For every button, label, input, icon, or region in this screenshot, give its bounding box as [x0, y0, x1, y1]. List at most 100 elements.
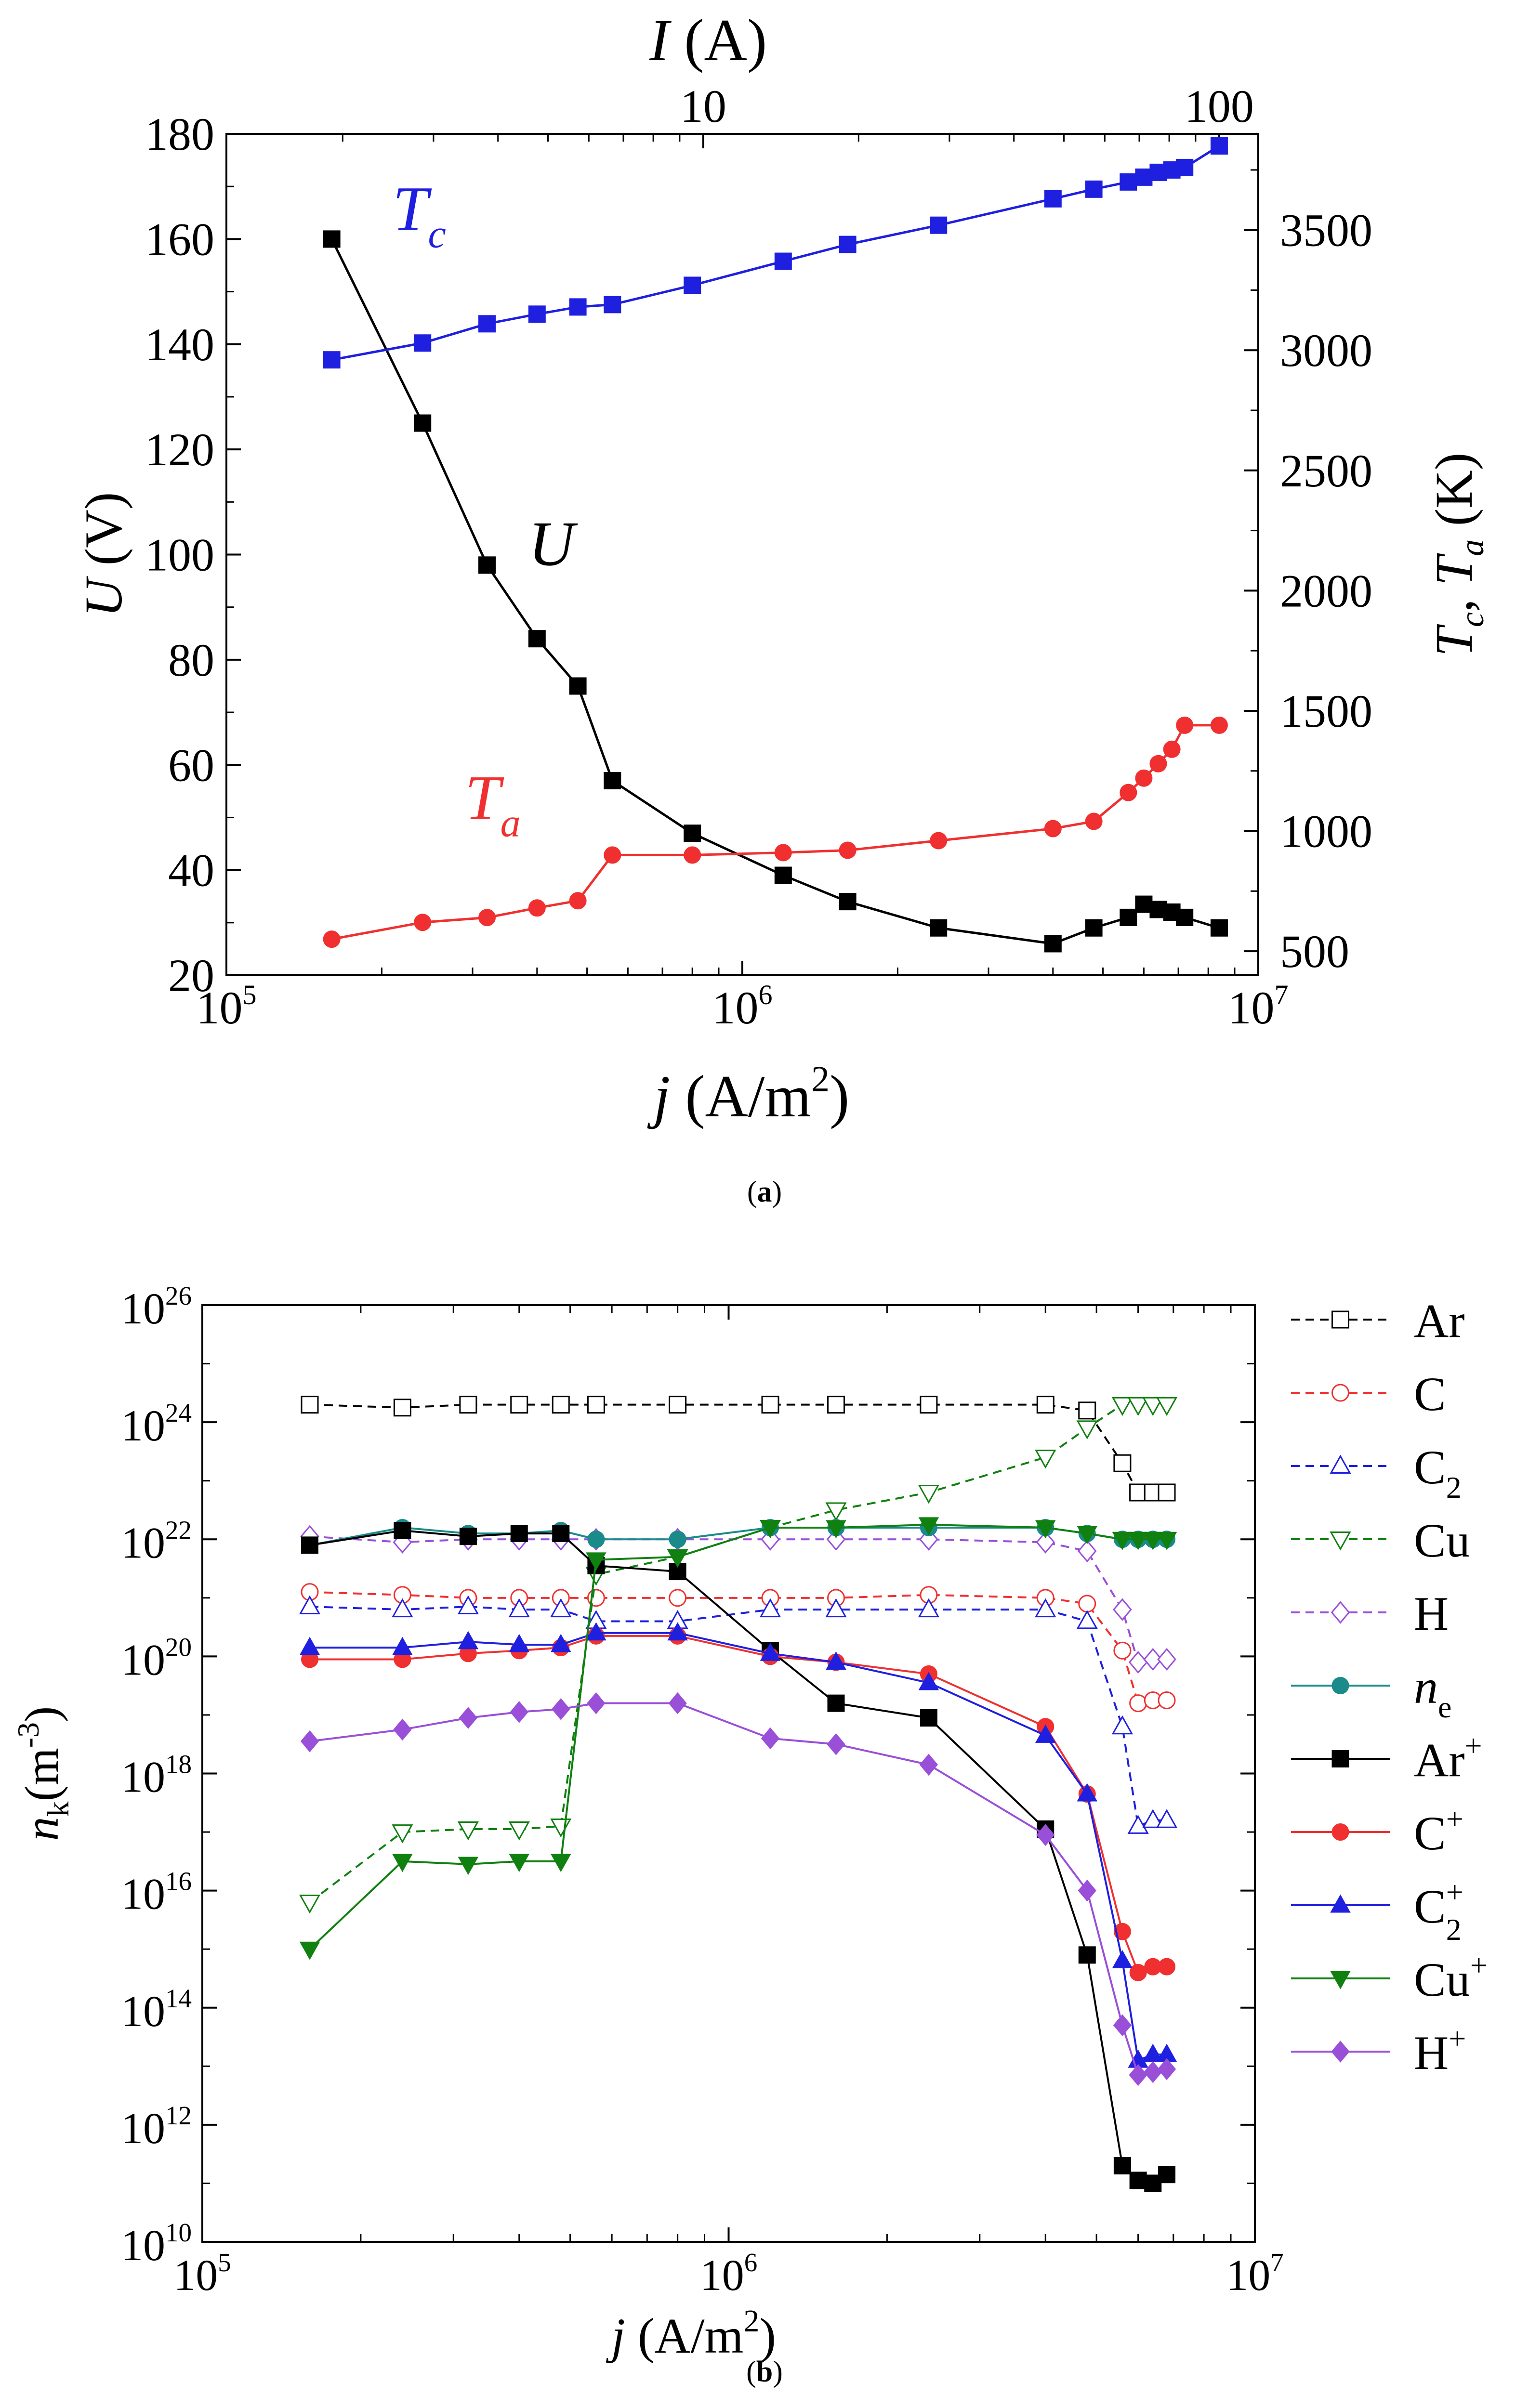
- series-Ar: [301, 1396, 1176, 1502]
- legend-marker-H: [1331, 1601, 1350, 1624]
- data-point-U: [414, 414, 432, 432]
- data-point-C2: [1156, 1809, 1178, 1828]
- y-tick-label: 100: [145, 529, 214, 581]
- data-point-C2: [457, 1595, 479, 1614]
- x-tick-label: 107: [1228, 979, 1289, 1034]
- data-point-Tc: [1044, 190, 1062, 208]
- y2-tick-label: 2000: [1280, 565, 1372, 616]
- data-point-U: [930, 919, 948, 937]
- data-point-Cu: [1156, 1397, 1178, 1416]
- x-tick-label: 105: [197, 979, 257, 1034]
- data-point-Cu: [457, 1821, 479, 1841]
- data-point-H+: [919, 1754, 938, 1776]
- series-line-Ar: [309, 1403, 1167, 1493]
- data-point-Cu: [1142, 1397, 1164, 1416]
- series-line-C: [309, 1591, 1167, 1704]
- data-point-Cu+: [760, 1520, 781, 1539]
- data-point-Ar+: [827, 1694, 845, 1712]
- data-point-C2: [918, 1598, 939, 1618]
- data-point-H+: [1078, 1879, 1096, 1902]
- data-point-U: [1085, 919, 1103, 937]
- data-point-Ar: [459, 1396, 477, 1414]
- data-point-Ar: [827, 1396, 845, 1414]
- legend-marker-C2+: [1330, 1894, 1351, 1913]
- data-point-Cu+: [1156, 1531, 1177, 1550]
- series-Ta: [323, 716, 1228, 948]
- data-point-Ar: [301, 1396, 319, 1414]
- legend-marker-C+: [1331, 1823, 1349, 1841]
- data-point-Ta: [839, 841, 857, 859]
- data-point-H+: [300, 1730, 319, 1753]
- top-axis-tick-label: 100: [1185, 80, 1254, 132]
- x-tick-label: 106: [712, 979, 773, 1034]
- data-point-H+: [761, 1727, 780, 1750]
- data-point-C2+: [299, 1636, 320, 1655]
- data-point-Tc: [1135, 168, 1153, 186]
- data-point-Tc: [930, 216, 948, 234]
- data-point-Tc: [774, 252, 792, 270]
- data-point-Ar: [393, 1399, 411, 1417]
- data-point-U: [1120, 908, 1137, 926]
- data-point-U: [1135, 895, 1153, 913]
- data-point-Ar: [1158, 1483, 1176, 1502]
- data-point-Ar: [1113, 1454, 1132, 1472]
- data-point-H+: [1157, 2058, 1176, 2081]
- y-tick-label: 40: [168, 845, 214, 896]
- data-point-Ar: [761, 1396, 779, 1414]
- x-axis-title: j (A/m2): [647, 1059, 850, 1129]
- data-point-Cu: [1127, 1397, 1149, 1416]
- data-point-Ta: [478, 909, 496, 927]
- y-tick-label: 1020: [121, 1632, 192, 1684]
- data-point-C2+: [760, 1642, 781, 1661]
- data-point-C2+: [509, 1634, 530, 1652]
- legend-marker-Ar: [1331, 1310, 1349, 1329]
- data-point-Ar+: [552, 1525, 570, 1543]
- data-point-H+: [393, 1718, 412, 1741]
- legend-marker-Cu+: [1330, 1971, 1351, 1989]
- y2-tick-label: 500: [1280, 926, 1349, 977]
- data-point-Ar+: [920, 1709, 937, 1727]
- data-point-C2: [825, 1598, 847, 1618]
- legend-marker-ne: [1331, 1677, 1349, 1694]
- data-point-Cu: [508, 1821, 530, 1841]
- data-point-H: [1113, 1598, 1132, 1621]
- chart-a: 105 106 107 10 100 I (A) 20 40 60 80 100 120 140 160 1…: [74, 7, 1491, 1129]
- data-point-Ta: [1210, 716, 1228, 734]
- data-point-Cu+: [550, 1854, 571, 1872]
- data-point-H+: [587, 1692, 606, 1714]
- y2-axis-title: Tc, Ta (K): [1424, 453, 1491, 657]
- series-line-Cu+: [309, 1523, 1167, 1950]
- data-point-Ta: [1163, 740, 1181, 758]
- data-point-ne: [669, 1531, 686, 1548]
- data-point-C2+: [1112, 1950, 1133, 1968]
- y2-tick-label: 3500: [1280, 205, 1372, 256]
- data-point-Ar: [920, 1396, 938, 1414]
- data-point-C2: [1127, 1815, 1149, 1834]
- plot-frame: [201, 1304, 1256, 2243]
- data-point-H+: [510, 1701, 528, 1723]
- data-point-Ar+: [394, 1522, 411, 1540]
- data-point-Tc: [1210, 137, 1228, 155]
- data-point-Cu: [1076, 1420, 1098, 1440]
- legend-marker-C2: [1330, 1454, 1351, 1474]
- y-tick-label: 20: [168, 950, 214, 1001]
- data-point-Ta: [1044, 820, 1062, 838]
- data-point-Ar: [1036, 1396, 1054, 1414]
- data-point-Cu+: [1035, 1520, 1056, 1539]
- data-point-Ar: [1078, 1401, 1096, 1420]
- data-point-Ta: [414, 914, 432, 931]
- y-tick-label: 1014: [121, 1984, 192, 2036]
- data-point-Ar+: [459, 1528, 477, 1545]
- y-tick-label: 160: [145, 213, 214, 265]
- data-point-Tc: [414, 334, 432, 352]
- y-tick-label: 1024: [121, 1398, 192, 1450]
- data-point-U: [1210, 919, 1228, 937]
- data-point-Ta: [1135, 769, 1153, 787]
- data-point-Ar+: [1129, 2172, 1147, 2189]
- data-point-C2+: [458, 1631, 479, 1649]
- data-point-Cu+: [586, 1552, 606, 1571]
- legend-marker-H+: [1331, 2041, 1350, 2063]
- y-tick-label: 180: [145, 108, 214, 160]
- data-point-C2+: [586, 1622, 606, 1641]
